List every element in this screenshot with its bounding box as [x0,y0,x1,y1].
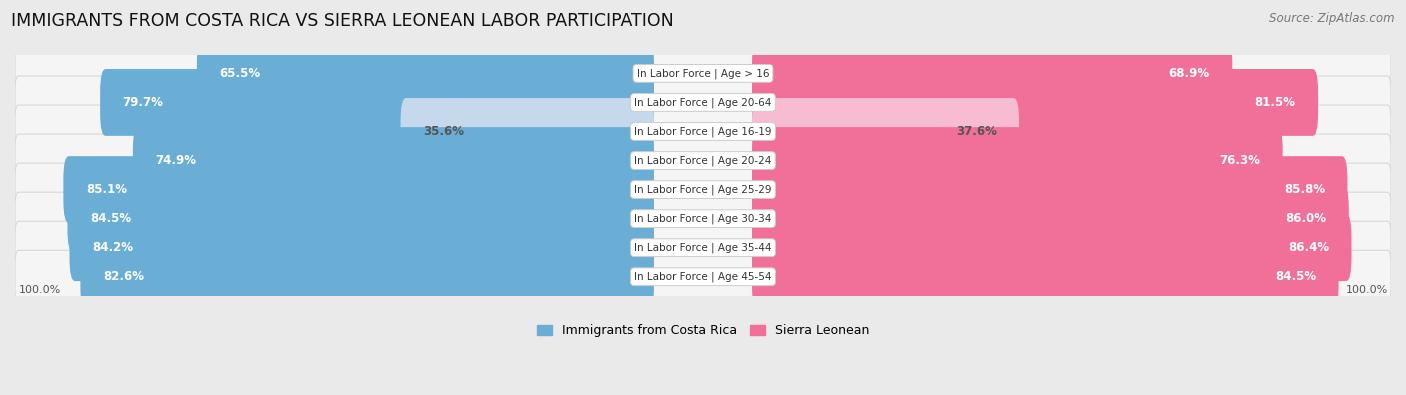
FancyBboxPatch shape [67,185,654,252]
FancyBboxPatch shape [15,163,1391,216]
FancyBboxPatch shape [15,76,1391,129]
Text: 85.1%: 85.1% [86,183,127,196]
Text: 85.8%: 85.8% [1284,183,1324,196]
FancyBboxPatch shape [15,192,1391,245]
FancyBboxPatch shape [752,214,1351,281]
FancyBboxPatch shape [69,214,654,281]
FancyBboxPatch shape [15,221,1391,274]
Text: In Labor Force | Age 45-54: In Labor Force | Age 45-54 [634,271,772,282]
Text: 37.6%: 37.6% [956,125,997,138]
Text: 65.5%: 65.5% [219,67,260,80]
Text: 79.7%: 79.7% [122,96,163,109]
Text: 74.9%: 74.9% [155,154,197,167]
Text: In Labor Force | Age 30-34: In Labor Force | Age 30-34 [634,213,772,224]
FancyBboxPatch shape [100,69,654,136]
FancyBboxPatch shape [15,105,1391,158]
Text: In Labor Force | Age 20-24: In Labor Force | Age 20-24 [634,155,772,166]
FancyBboxPatch shape [752,185,1348,252]
Text: 100.0%: 100.0% [18,285,60,295]
Text: 81.5%: 81.5% [1254,96,1296,109]
FancyBboxPatch shape [752,69,1317,136]
Text: 68.9%: 68.9% [1168,67,1209,80]
Text: IMMIGRANTS FROM COSTA RICA VS SIERRA LEONEAN LABOR PARTICIPATION: IMMIGRANTS FROM COSTA RICA VS SIERRA LEO… [11,12,673,30]
Text: 84.2%: 84.2% [91,241,134,254]
Text: 84.5%: 84.5% [1275,270,1316,283]
Text: In Labor Force | Age 20-64: In Labor Force | Age 20-64 [634,97,772,108]
Text: Source: ZipAtlas.com: Source: ZipAtlas.com [1270,12,1395,25]
FancyBboxPatch shape [752,40,1232,107]
Text: 84.5%: 84.5% [90,212,131,225]
FancyBboxPatch shape [752,127,1282,194]
Text: 100.0%: 100.0% [1346,285,1388,295]
FancyBboxPatch shape [63,156,654,223]
FancyBboxPatch shape [15,250,1391,303]
Text: In Labor Force | Age 25-29: In Labor Force | Age 25-29 [634,184,772,195]
Text: In Labor Force | Age 16-19: In Labor Force | Age 16-19 [634,126,772,137]
Text: 35.6%: 35.6% [423,125,464,138]
FancyBboxPatch shape [401,98,654,165]
FancyBboxPatch shape [15,134,1391,187]
FancyBboxPatch shape [197,40,654,107]
FancyBboxPatch shape [132,127,654,194]
Text: 86.0%: 86.0% [1285,212,1326,225]
Legend: Immigrants from Costa Rica, Sierra Leonean: Immigrants from Costa Rica, Sierra Leone… [531,320,875,342]
FancyBboxPatch shape [15,47,1391,100]
FancyBboxPatch shape [752,156,1347,223]
FancyBboxPatch shape [752,243,1339,310]
Text: 76.3%: 76.3% [1219,154,1260,167]
Text: 82.6%: 82.6% [103,270,143,283]
Text: 86.4%: 86.4% [1288,241,1329,254]
Text: In Labor Force | Age > 16: In Labor Force | Age > 16 [637,68,769,79]
Text: In Labor Force | Age 35-44: In Labor Force | Age 35-44 [634,243,772,253]
FancyBboxPatch shape [752,98,1019,165]
FancyBboxPatch shape [80,243,654,310]
